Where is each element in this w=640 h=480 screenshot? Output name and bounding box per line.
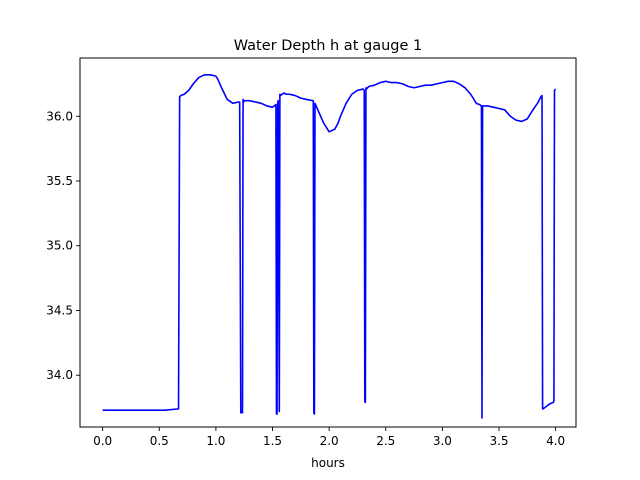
x-tick-label: 0.5 [150, 434, 169, 448]
x-tick-label: 3.0 [433, 434, 452, 448]
axes-frame [79, 57, 577, 428]
x-tick-label: 4.0 [546, 434, 565, 448]
x-tick-label: 2.5 [376, 434, 395, 448]
x-axis-ticks: 0.0 0.5 1.0 1.5 2.0 2.5 3.0 3.5 4.0 [93, 427, 565, 448]
y-tick-label: 35.5 [46, 174, 73, 188]
y-tick-label: 34.0 [46, 368, 73, 382]
y-tick-label: 34.5 [46, 303, 73, 317]
plot-layer [102, 74, 557, 419]
chart-title: Water Depth h at gauge 1 [234, 38, 422, 54]
x-tick-label: 1.0 [206, 434, 225, 448]
x-tick-label: 0.0 [93, 434, 112, 448]
y-tick-label: 36.0 [46, 109, 73, 123]
x-tick-label: 2.0 [320, 434, 339, 448]
x-tick-label: 3.5 [489, 434, 508, 448]
y-axis-ticks: 34.0 34.5 35.0 35.5 36.0 [46, 109, 80, 382]
x-axis-label: hours [311, 456, 345, 470]
series-line-1 [102, 74, 557, 419]
y-tick-label: 35.0 [46, 239, 73, 253]
x-tick-label: 1.5 [263, 434, 282, 448]
